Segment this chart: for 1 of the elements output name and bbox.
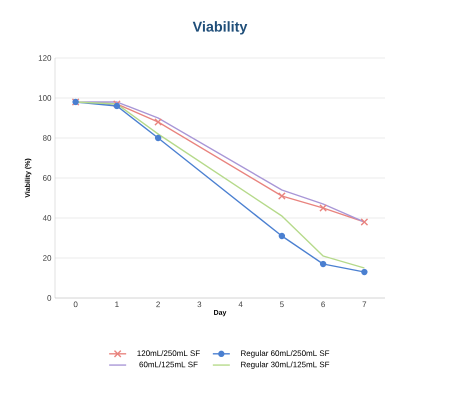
- chart-title: Viability: [192, 21, 248, 35]
